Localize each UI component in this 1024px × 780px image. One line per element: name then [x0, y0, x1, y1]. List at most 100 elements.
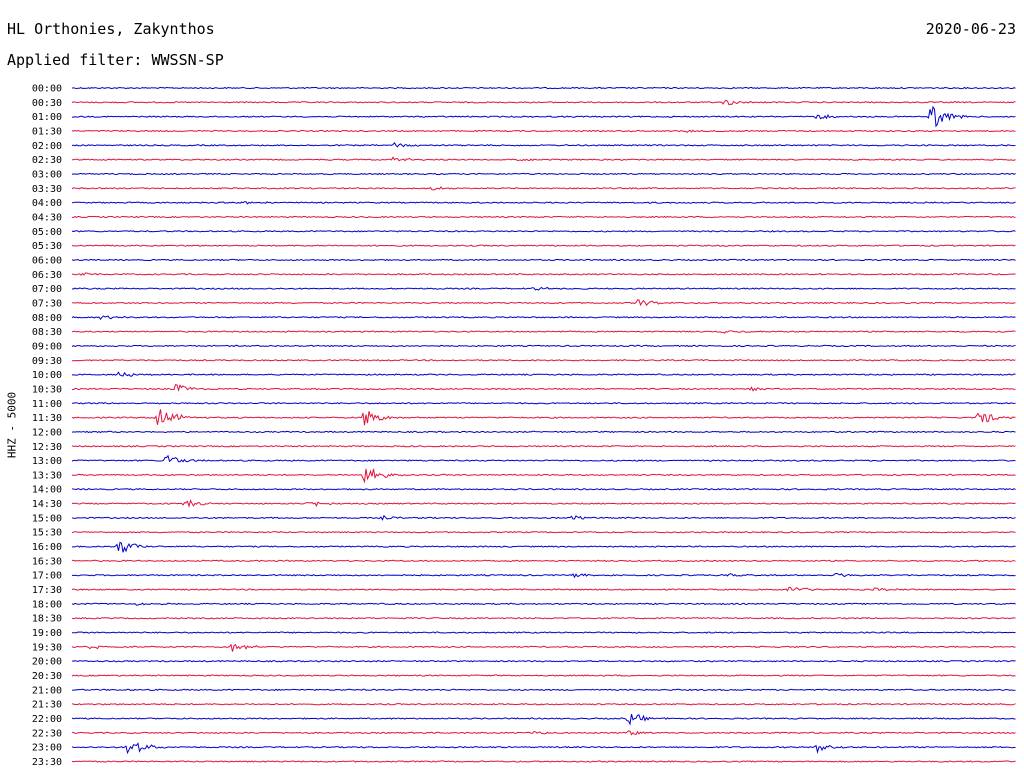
trace-line: [71, 616, 1016, 620]
trace-line: [71, 742, 1016, 755]
row-time-label: 06:30: [32, 270, 62, 281]
trace-line: [71, 286, 1016, 291]
station-title: HL Orthonies, Zakynthos: [7, 20, 215, 38]
trace-line: [71, 129, 1016, 134]
row-time-label: 17:30: [32, 585, 62, 596]
row-time-label: 14:30: [32, 499, 62, 510]
trace-line: [71, 172, 1016, 176]
trace-line: [72, 541, 1016, 553]
row-time-label: 22:30: [32, 728, 62, 739]
row-time-label: 01:00: [32, 112, 62, 123]
trace-line: [71, 156, 1016, 162]
row-time-label: 11:00: [32, 399, 62, 410]
trace-line: [71, 702, 1016, 706]
row-time-label: 22:00: [32, 714, 62, 725]
row-time-label: 00:00: [32, 84, 62, 95]
trace-line: [71, 760, 1016, 763]
trace-line: [71, 530, 1016, 534]
trace-line: [72, 402, 1016, 405]
row-time-label: 07:30: [32, 298, 62, 309]
row-time-label: 21:00: [32, 685, 62, 696]
row-time-label: 03:00: [32, 169, 62, 180]
row-time-label: 09:30: [32, 356, 62, 367]
trace-line: [71, 430, 1016, 434]
trace-line: [71, 99, 1016, 106]
trace-line: [71, 488, 1016, 491]
row-time-label: 16:30: [32, 556, 62, 567]
trace-line: [71, 688, 1016, 692]
row-time-label: 21:30: [32, 700, 62, 711]
row-time-label: 09:00: [32, 341, 62, 352]
trace-line: [71, 299, 1016, 307]
row-time-label: 05:00: [32, 227, 62, 238]
trace-line: [71, 514, 1016, 521]
row-time-label: 04:30: [32, 212, 62, 223]
row-time-label: 17:00: [32, 571, 62, 582]
trace-line: [71, 359, 1016, 362]
trace-line: [71, 499, 1016, 509]
row-time-label: 07:00: [32, 284, 62, 295]
trace-line: [71, 454, 1016, 463]
row-time-label: 16:00: [32, 542, 62, 553]
row-time-label: 13:30: [32, 470, 62, 481]
trace-line: [71, 371, 1016, 377]
trace-line: [71, 105, 1016, 128]
row-time-label: 15:30: [32, 528, 62, 539]
row-time-label: 10:30: [32, 384, 62, 395]
trace-line: [71, 631, 1016, 634]
row-time-label: 19:30: [32, 642, 62, 653]
trace-line: [71, 586, 1016, 592]
trace-line: [71, 186, 1016, 191]
trace-line: [71, 201, 1016, 205]
trace-line: [71, 230, 1016, 233]
row-time-label: 20:30: [32, 671, 62, 682]
row-time-label: 02:30: [32, 155, 62, 166]
row-time-label: 03:30: [32, 184, 62, 195]
row-time-label: 06:00: [32, 255, 62, 266]
trace-line: [71, 713, 1016, 726]
row-time-label: 20:00: [32, 657, 62, 668]
row-time-label: 15:00: [32, 513, 62, 524]
row-time-label: 23:30: [32, 757, 62, 768]
row-time-label: 04:00: [32, 198, 62, 209]
row-time-label: 08:00: [32, 313, 62, 324]
row-time-label: 01:30: [32, 126, 62, 137]
trace-line: [71, 344, 1016, 348]
row-time-label: 12:30: [32, 442, 62, 453]
row-time-label: 00:30: [32, 98, 62, 109]
trace-line: [71, 141, 1016, 148]
row-time-label: 18:30: [32, 614, 62, 625]
trace-line: [71, 445, 1016, 448]
row-time-label: 14:00: [32, 485, 62, 496]
trace-line: [72, 384, 1016, 392]
trace-line: [71, 643, 1016, 652]
trace-line: [71, 244, 1016, 247]
row-time-label: 18:00: [32, 599, 62, 610]
row-time-label: 23:00: [32, 743, 62, 754]
trace-line: [71, 86, 1016, 90]
row-time-label: 19:00: [32, 628, 62, 639]
trace-line: [71, 409, 1016, 426]
trace-line: [71, 659, 1016, 663]
date-label: 2020-06-23: [925, 20, 1016, 38]
row-time-label: 12:00: [32, 427, 62, 438]
trace-line: [71, 330, 1016, 334]
row-time-label: 08:30: [32, 327, 62, 338]
trace-line: [71, 559, 1016, 563]
trace-line: [71, 468, 1016, 484]
row-time-label: 05:30: [32, 241, 62, 252]
trace-line: [71, 602, 1016, 606]
trace-line: [72, 730, 1016, 736]
row-time-label: 02:00: [32, 141, 62, 152]
trace-line: [71, 573, 1016, 579]
trace-line: [71, 674, 1016, 677]
row-time-label: 11:30: [32, 413, 62, 424]
row-time-label: 10:00: [32, 370, 62, 381]
trace-line: [71, 272, 1016, 276]
row-time-label: 13:00: [32, 456, 62, 467]
trace-line: [71, 315, 1016, 321]
trace-line: [71, 215, 1016, 219]
filter-label: Applied filter: WWSSN-SP: [7, 51, 224, 69]
trace-line: [71, 258, 1016, 262]
